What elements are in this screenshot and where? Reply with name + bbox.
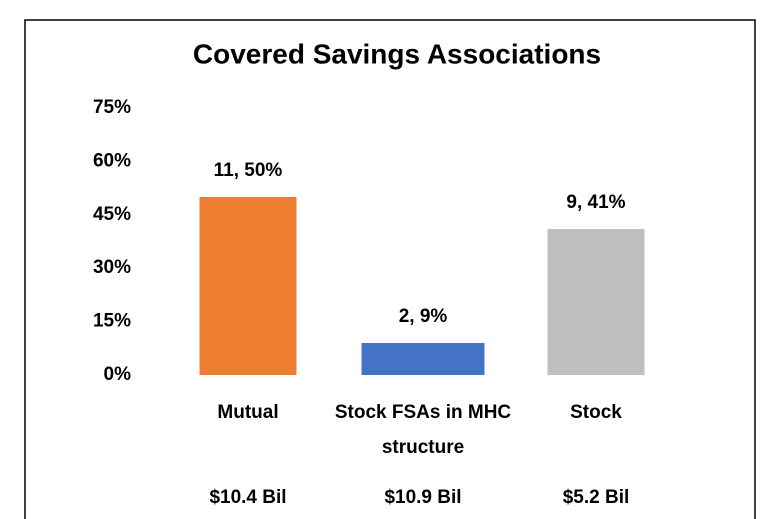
y-tick-label: 15% [93, 311, 131, 332]
y-tick-label: 0% [104, 364, 132, 385]
chart-title: Covered Savings Associations [193, 38, 601, 69]
data-label: 2, 9% [399, 306, 448, 327]
data-label: 11, 50% [214, 160, 283, 181]
category-total: $10.4 Bil [209, 487, 286, 508]
category-total: $10.9 Bil [384, 487, 461, 508]
y-tick-label: 30% [93, 257, 131, 278]
y-tick-label: 75% [93, 97, 131, 118]
data-label: 9, 41% [566, 192, 625, 213]
bar [199, 197, 297, 375]
y-tick-label: 45% [93, 204, 131, 225]
bar [547, 229, 645, 375]
bar [361, 342, 485, 375]
category-total: $5.2 Bil [563, 487, 630, 508]
x-tick-label: Mutual [217, 402, 279, 423]
x-tick-label: Stock FSAs in MHC structure [334, 402, 512, 458]
y-tick-label: 60% [93, 150, 131, 171]
x-tick-label: Stock [570, 402, 622, 423]
